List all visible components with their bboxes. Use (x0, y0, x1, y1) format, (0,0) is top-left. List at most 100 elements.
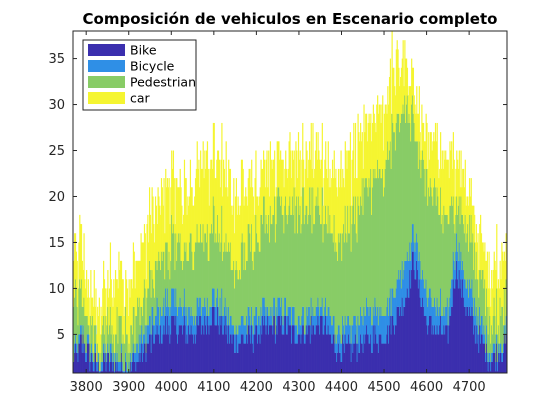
bar-segment-pedestrian (494, 316, 496, 344)
bar-segment-car (468, 205, 470, 252)
legend-label-bike: Bike (130, 43, 157, 58)
bar-segment-car (426, 122, 428, 169)
bar-segment-bike (89, 371, 91, 373)
bar-segment-bicycle (291, 306, 294, 326)
bar-segment-bicycle (298, 316, 300, 335)
bar-segment-car (360, 141, 363, 206)
bar-segment-car (464, 159, 466, 215)
bar-segment-pedestrian (505, 279, 507, 316)
bar-segment-pedestrian (167, 270, 169, 307)
bar-segment-pedestrian (126, 334, 129, 372)
bar-segment-bike (414, 279, 416, 373)
bar-segment-pedestrian (434, 187, 437, 307)
bar-segment-bicycle (495, 361, 497, 372)
bar-segment-bicycle (241, 316, 243, 335)
bar-segment-pedestrian (211, 224, 213, 307)
bar-segment-bicycle (132, 343, 135, 353)
bar-segment-pedestrian (230, 270, 232, 316)
bar-segment-bicycle (424, 288, 426, 316)
bar-segment-pedestrian (421, 159, 423, 280)
bar-segment-pedestrian (142, 316, 144, 344)
bar-segment-pedestrian (183, 242, 186, 289)
bar-segment-bike (91, 352, 93, 373)
bar-segment-car (495, 270, 497, 335)
bar-segment-pedestrian (224, 251, 226, 298)
bar-segment-bicycle (166, 306, 168, 335)
bar-segment-pedestrian (213, 205, 215, 289)
bar-segment-bike (167, 334, 169, 373)
bar-segment-bicycle (297, 334, 299, 344)
bar-segment-car (160, 214, 162, 271)
bar-segment-car (198, 159, 200, 243)
bar-segment-bike (468, 306, 471, 373)
ticks-layer: 3800 3900 4000 4100 4200 4300 4400 4500 4600 4700… (48, 31, 507, 395)
bar-segment-car (83, 233, 85, 298)
bar-segment-pedestrian (94, 325, 96, 344)
bar-segment-pedestrian (442, 233, 444, 316)
bar-segment-car (171, 150, 173, 215)
bar-segment-bicycle (272, 325, 274, 335)
bar-segment-bicycle (252, 334, 255, 353)
bar-segment-bike (86, 361, 88, 373)
bar-segment-bike (169, 343, 171, 373)
bar-segment-bike (256, 325, 258, 373)
bar-segment-bicycle (280, 306, 282, 326)
bar-segment-bike (486, 361, 489, 373)
bar-segment-bike (108, 371, 111, 373)
bar-segment-pedestrian (257, 242, 260, 316)
bar-segment-pedestrian (425, 168, 427, 280)
bar-segment-bike (192, 334, 194, 373)
bar-segment-pedestrian (486, 306, 489, 353)
bar-segment-bike (91, 361, 94, 373)
bar-segment-bike (367, 334, 369, 373)
bar-segment-bicycle (370, 306, 372, 335)
bar-segment-bike (285, 316, 287, 373)
bar-segment-bicycle (160, 316, 163, 344)
bar-segment-bicycle (478, 334, 480, 353)
bar-segment-pedestrian (217, 214, 219, 289)
bar-segment-car (449, 141, 451, 206)
bar-segment-pedestrian (343, 242, 346, 335)
bar-segment-bicycle (320, 306, 322, 316)
bar-segment-bicycle (464, 279, 466, 307)
bar-segment-bicycle (200, 316, 203, 335)
bar-segment-car (325, 168, 328, 225)
bar-segment-bike (316, 325, 318, 373)
bar-segment-pedestrian (315, 196, 317, 307)
bar-segment-bike (87, 343, 89, 373)
bar-segment-car (102, 288, 104, 326)
bar-segment-pedestrian (103, 316, 105, 344)
bar-segment-bicycle (385, 316, 387, 344)
bar-segment-bike (434, 334, 437, 373)
bar-segment-pedestrian (260, 214, 262, 307)
bar-segment-bike (250, 343, 252, 373)
bar-segment-pedestrian (359, 214, 361, 326)
bar-segment-car (417, 113, 419, 142)
bar-segment-bike (496, 343, 498, 373)
bar-segment-bike (114, 361, 117, 373)
bar-segment-bike (157, 334, 159, 373)
bar-segment-bicycle (505, 316, 507, 335)
bar-segment-bicycle (267, 306, 269, 316)
bar-segment-bicycle (346, 325, 348, 344)
bar-segment-pedestrian (122, 334, 124, 372)
bar-segment-car (211, 159, 213, 225)
bar-segment-car (395, 49, 397, 123)
bar-segment-bicycle (435, 316, 437, 335)
bar-segment-bicycle (143, 334, 145, 353)
bar-segment-bicycle (426, 297, 428, 326)
bar-segment-pedestrian (370, 168, 372, 307)
bar-segment-bicycle (301, 316, 303, 335)
bar-segment-car (411, 67, 414, 96)
bar-segment-car (154, 196, 157, 261)
bar-segment-car (127, 316, 129, 353)
bar-segment-bike (204, 316, 206, 373)
bar-segment-bike (113, 361, 115, 373)
bar-segment-bike (166, 316, 169, 373)
bar-segment-pedestrian (481, 270, 483, 316)
bar-segment-bicycle (341, 343, 343, 362)
bar-segment-pedestrian (325, 224, 328, 316)
bar-segment-bike (450, 316, 452, 373)
bar-segment-bicycle (243, 325, 245, 344)
bar-segment-car (110, 279, 112, 335)
